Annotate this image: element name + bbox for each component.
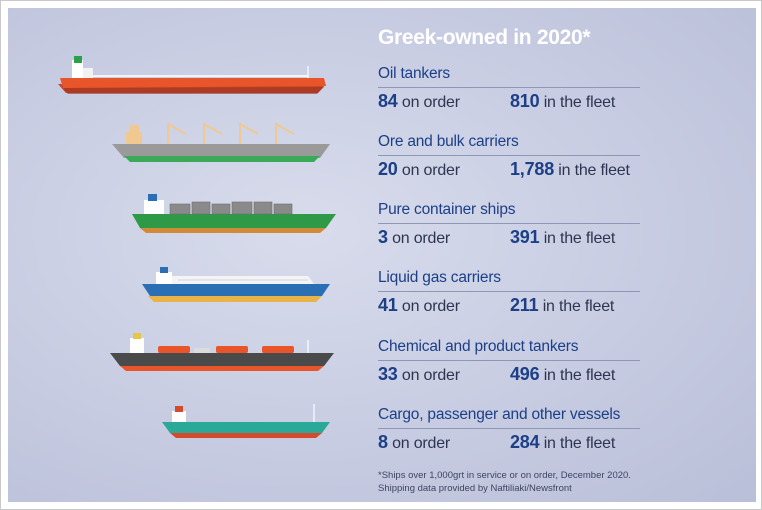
ship-illustrations bbox=[58, 56, 336, 438]
on-order-value: 41 bbox=[378, 295, 398, 315]
divider bbox=[378, 428, 640, 429]
category-name: Cargo, passenger and other vessels bbox=[378, 406, 621, 423]
fleet-label: in the fleet bbox=[543, 367, 616, 384]
infographic-panel: Greek-owned in 2020* Oil tankers 84 on o… bbox=[8, 8, 756, 502]
oil-tanker-icon bbox=[58, 56, 326, 94]
chemical-tanker-icon bbox=[110, 333, 334, 371]
divider bbox=[378, 360, 640, 361]
on-order-label: on order bbox=[392, 435, 451, 452]
fleet-label: in the fleet bbox=[543, 230, 616, 247]
category-name: Ore and bulk carriers bbox=[378, 133, 519, 150]
fleet-value: 496 bbox=[510, 364, 540, 384]
fleet-stat: 391 in the fleet bbox=[510, 227, 615, 248]
container-ship-icon bbox=[132, 194, 336, 233]
category-cargo-vessels: Cargo, passenger and other vessels 8 on … bbox=[378, 406, 640, 456]
category-chemical-tankers: Chemical and product tankers 33 on order… bbox=[378, 338, 640, 388]
footnote-line: *Ships over 1,000grt in service or on or… bbox=[378, 470, 631, 481]
on-order-label: on order bbox=[401, 94, 460, 111]
on-order-stat: 84 on order bbox=[378, 91, 460, 112]
on-order-stat: 3 on order bbox=[378, 227, 450, 248]
fleet-label: in the fleet bbox=[543, 435, 616, 452]
fleet-stat: 211 in the fleet bbox=[510, 295, 614, 316]
fleet-label: in the fleet bbox=[558, 162, 630, 179]
on-order-stat: 8 on order bbox=[378, 432, 450, 453]
fleet-value: 1,788 bbox=[510, 159, 555, 179]
category-name: Chemical and product tankers bbox=[378, 338, 579, 355]
divider bbox=[378, 155, 640, 156]
fleet-stat: 496 in the fleet bbox=[510, 364, 615, 385]
category-gas-carriers: Liquid gas carriers 41 on order 211 in t… bbox=[378, 269, 640, 319]
footnote: *Ships over 1,000grt in service or on or… bbox=[378, 469, 631, 495]
category-bulk-carriers: Ore and bulk carriers 20 on order 1,788 … bbox=[378, 133, 640, 183]
on-order-value: 3 bbox=[378, 227, 388, 247]
on-order-label: on order bbox=[392, 230, 451, 247]
on-order-label: on order bbox=[401, 298, 460, 315]
fleet-value: 810 bbox=[510, 91, 540, 111]
footnote-line: Shipping data provided by Naftiliaki/New… bbox=[378, 483, 572, 494]
category-name: Liquid gas carriers bbox=[378, 269, 501, 286]
fleet-stat: 810 in the fleet bbox=[510, 91, 615, 112]
fleet-stat: 284 in the fleet bbox=[510, 432, 615, 453]
page-title: Greek-owned in 2020* bbox=[378, 26, 591, 49]
category-name: Oil tankers bbox=[378, 65, 450, 82]
divider bbox=[378, 87, 640, 88]
fleet-label: in the fleet bbox=[542, 298, 615, 315]
gas-carrier-icon bbox=[142, 267, 330, 302]
fleet-value: 284 bbox=[510, 432, 540, 452]
on-order-label: on order bbox=[401, 162, 460, 179]
on-order-stat: 33 on order bbox=[378, 364, 460, 385]
cargo-vessel-icon bbox=[162, 404, 330, 438]
divider bbox=[378, 291, 640, 292]
on-order-value: 8 bbox=[378, 432, 388, 452]
on-order-value: 33 bbox=[378, 364, 398, 384]
bulk-carrier-icon bbox=[112, 122, 330, 162]
on-order-value: 84 bbox=[378, 91, 398, 111]
fleet-value: 391 bbox=[510, 227, 540, 247]
category-container-ships: Pure container ships 3 on order 391 in t… bbox=[378, 201, 640, 251]
category-oil-tankers: Oil tankers 84 on order 810 in the fleet bbox=[378, 65, 640, 115]
on-order-value: 20 bbox=[378, 159, 398, 179]
on-order-stat: 41 on order bbox=[378, 295, 460, 316]
on-order-label: on order bbox=[401, 367, 460, 384]
category-name: Pure container ships bbox=[378, 201, 516, 218]
fleet-stat: 1,788 in the fleet bbox=[510, 159, 630, 180]
divider bbox=[378, 223, 640, 224]
fleet-label: in the fleet bbox=[543, 94, 616, 111]
fleet-value: 211 bbox=[510, 295, 539, 315]
on-order-stat: 20 on order bbox=[378, 159, 460, 180]
